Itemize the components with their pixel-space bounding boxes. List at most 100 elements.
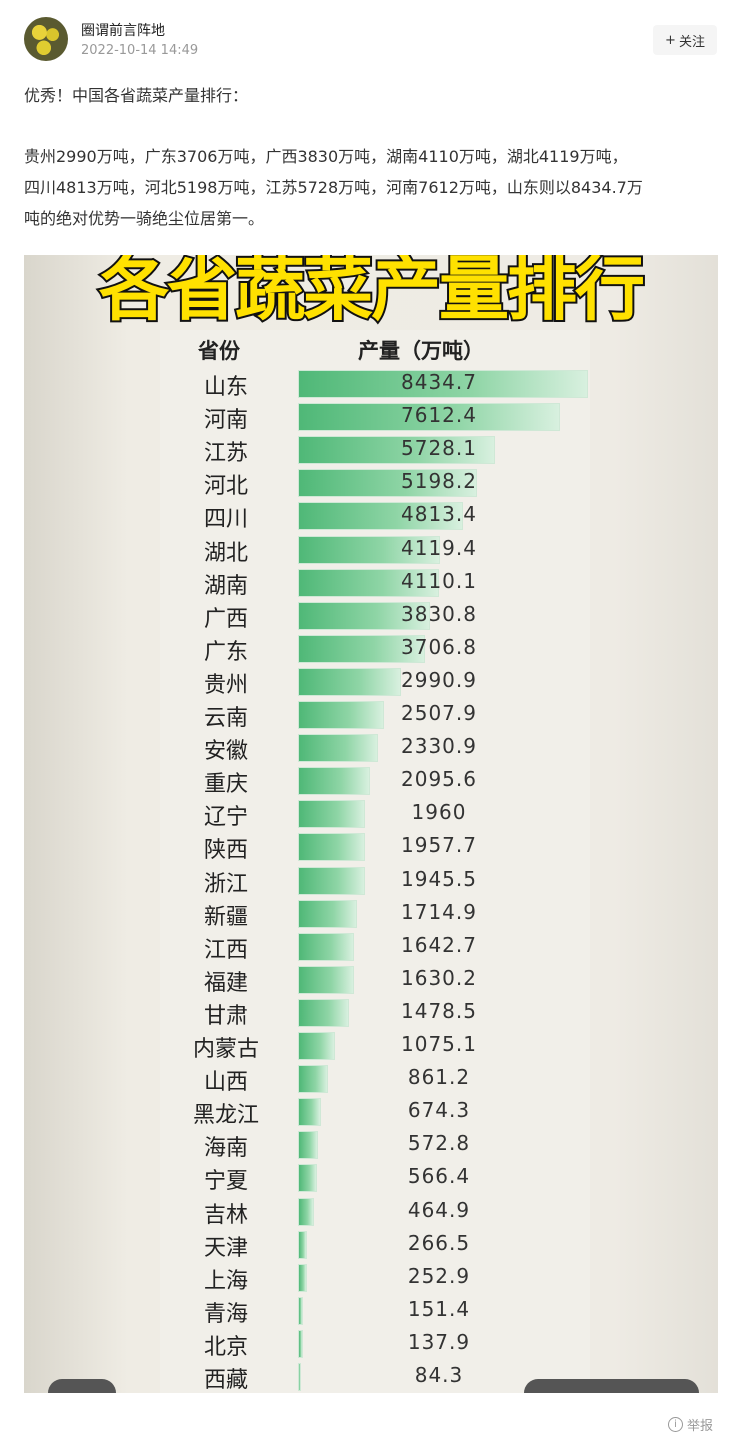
bar (298, 1131, 318, 1160)
category-label: 河北 (203, 474, 248, 500)
category-label: 山西 (203, 1070, 248, 1096)
chart-row: 内蒙古 1075.1 (24, 1029, 718, 1062)
chart-row: 四川 4813.4 (24, 499, 718, 532)
avatar[interactable] (24, 17, 68, 61)
post-body-line3: 吨的绝对优势一骑绝尘位居第一。 (24, 209, 265, 228)
chart-row: 福建 1630.2 (24, 963, 718, 996)
post-intro: 优秀！中国各省蔬菜产量排行： (24, 86, 249, 105)
bar (298, 1263, 307, 1292)
category-label: 河南 (203, 408, 248, 434)
value-label: 2507.9 (401, 701, 477, 725)
bar (298, 535, 440, 564)
value-label: 4119.4 (401, 535, 477, 560)
category-label: 青海 (203, 1301, 248, 1327)
category-label: 北京 (203, 1334, 248, 1360)
value-label: 1630.2 (401, 965, 477, 990)
bar (298, 998, 349, 1027)
chart-row: 湖南 4110.1 (24, 566, 718, 599)
bar (298, 932, 355, 961)
category-label: 上海 (203, 1268, 248, 1294)
value-label: 572.8 (407, 1131, 471, 1156)
chart-row: 西藏 84.3 (24, 1360, 718, 1393)
bar (298, 767, 371, 796)
category-label: 浙江 (203, 871, 248, 897)
chart-title: 各省蔬菜产量排行 (97, 255, 647, 332)
plus-icon: + (665, 32, 676, 48)
chart-row: 重庆 2095.6 (24, 764, 718, 797)
chart-row: 海南 572.8 (24, 1128, 718, 1161)
value-header: 产量（万吨） (358, 339, 484, 363)
value-label: 2990.9 (401, 667, 477, 692)
category-label: 广西 (203, 606, 248, 632)
report-button[interactable]: i 举报 (668, 1415, 713, 1434)
chart-row: 山西 861.2 (24, 1062, 718, 1095)
bar (298, 734, 379, 763)
chart-row: 宁夏 566.4 (24, 1161, 718, 1194)
bar (298, 899, 357, 928)
category-label: 海南 (203, 1136, 248, 1162)
category-label: 新疆 (203, 904, 248, 930)
chart-row: 广东 3706.8 (24, 632, 718, 665)
chart-image[interactable]: 各省蔬菜产量排行 省份 产量（万吨） 山东 8434.7 河南 7612.4 江苏 572… (24, 255, 718, 1393)
chart-row: 北京 137.9 (24, 1327, 718, 1360)
category-label: 山东 (203, 375, 248, 400)
bar (298, 1296, 304, 1325)
bar (298, 1164, 318, 1193)
category-label: 安徽 (203, 739, 248, 765)
bar (298, 436, 495, 465)
bar (298, 403, 560, 432)
overlay-pill-right (524, 1379, 699, 1393)
chart-row: 河北 5198.2 (24, 466, 718, 499)
chart-row: 贵州 2990.9 (24, 665, 718, 698)
bar (298, 866, 365, 895)
value-label: 2330.9 (401, 734, 477, 759)
value-label: 674.3 (407, 1098, 471, 1123)
bar (298, 502, 464, 531)
chart-row: 山东 8434.7 (24, 367, 718, 400)
chart-row: 黑龙江 674.3 (24, 1095, 718, 1128)
follow-button[interactable]: + 关注 (653, 25, 717, 55)
category-label: 陕西 (203, 838, 248, 864)
value-label: 1945.5 (401, 866, 477, 891)
category-label: 江苏 (203, 441, 248, 467)
post-body-line2: 四川4813万吨，河北5198万吨，江苏5728万吨，河南7612万吨，山东则以… (24, 178, 643, 197)
category-label: 湖北 (203, 540, 248, 566)
author-name[interactable]: 圈谓前言阵地 (81, 23, 165, 39)
value-label: 1960 (411, 800, 467, 825)
bar (298, 701, 385, 729)
value-label: 266.5 (407, 1230, 471, 1255)
chart-row: 广西 3830.8 (24, 599, 718, 632)
category-label: 四川 (203, 507, 248, 533)
chart-row: 江苏 5728.1 (24, 433, 718, 466)
report-label: 举报 (687, 1419, 714, 1434)
chart-row: 云南 2507.9 (24, 698, 718, 731)
value-label: 3830.8 (401, 601, 477, 626)
category-label: 江西 (203, 937, 248, 963)
value-label: 3706.8 (401, 634, 477, 659)
category-label: 贵州 (203, 672, 248, 698)
value-label: 1957.7 (401, 833, 477, 858)
category-label: 天津 (203, 1235, 248, 1261)
chart-row: 辽宁 1960 (24, 797, 718, 830)
chart-row: 青海 151.4 (24, 1294, 718, 1327)
bar (298, 1329, 303, 1358)
value-label: 1075.1 (401, 1032, 477, 1056)
category-label: 辽宁 (203, 805, 248, 831)
bar (298, 634, 426, 663)
chart-row: 吉林 464.9 (24, 1195, 718, 1228)
info-icon: i (668, 1417, 683, 1432)
category-label: 黑龙江 (192, 1103, 259, 1129)
category-header: 省份 (198, 339, 240, 363)
value-label: 5198.2 (401, 469, 477, 494)
follow-label: 关注 (678, 34, 705, 50)
value-label: 5728.1 (401, 436, 477, 461)
value-label: 566.4 (407, 1164, 471, 1189)
value-label: 4813.4 (401, 502, 477, 527)
value-label: 1642.7 (401, 932, 477, 957)
chart-row: 江西 1642.7 (24, 930, 718, 963)
bar (298, 1065, 328, 1094)
value-label: 464.9 (407, 1197, 471, 1222)
chart-row: 天津 266.5 (24, 1228, 718, 1261)
chart-row: 河南 7612.4 (24, 400, 718, 433)
overlay-pill-left (48, 1379, 116, 1393)
